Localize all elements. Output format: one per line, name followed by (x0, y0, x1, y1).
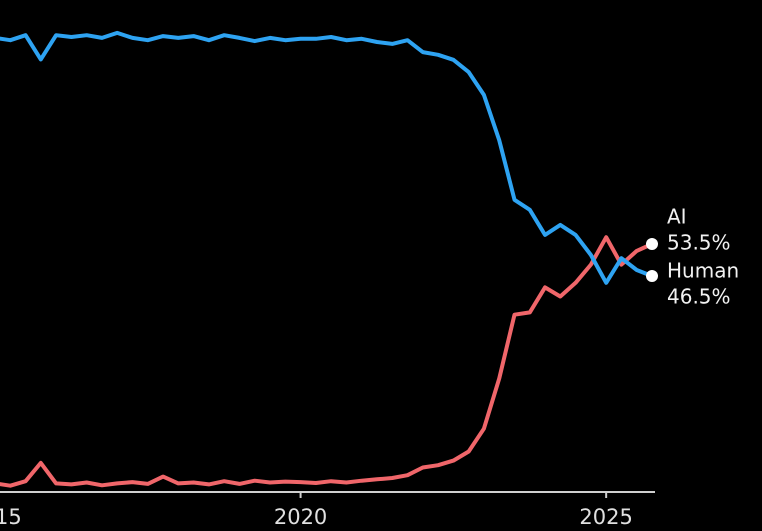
series-label: Human (667, 258, 739, 282)
series-label: AI (667, 205, 687, 229)
series-line (0, 30, 654, 285)
value-label: 53.5% (667, 231, 731, 255)
end-dot (646, 238, 658, 251)
value-label: 46.5% (667, 284, 731, 308)
x-tick-label: 2015 (0, 505, 22, 529)
series-line (0, 235, 654, 488)
end-dot (646, 269, 658, 282)
x-tick-label: 2020 (274, 505, 327, 529)
x-tick-label: 2025 (579, 505, 632, 529)
